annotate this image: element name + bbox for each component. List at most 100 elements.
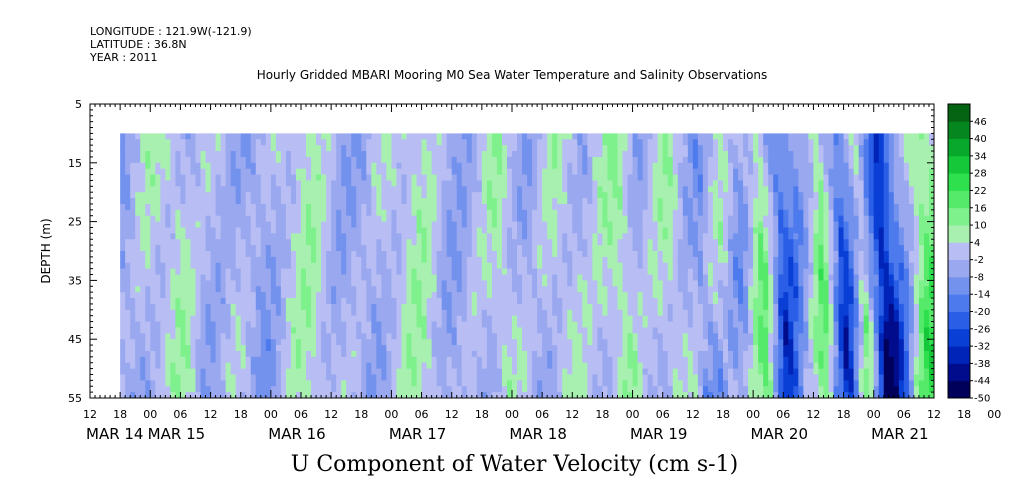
heatmap-cell: [366, 392, 372, 398]
heatmap-cell: [657, 180, 664, 187]
heatmap-cell: [527, 374, 533, 381]
heatmap-cell: [311, 356, 317, 364]
heatmap-cell: [331, 303, 337, 311]
heatmap-cell: [240, 292, 247, 299]
heatmap-cell: [567, 180, 573, 187]
heatmap-cell: [165, 168, 171, 176]
heatmap-cell: [150, 356, 156, 364]
heatmap-cell: [672, 321, 679, 329]
heatmap-cell: [522, 286, 528, 293]
heatmap-cell: [326, 268, 332, 276]
heatmap-cell: [532, 162, 538, 170]
heatmap-cell: [496, 356, 503, 364]
heatmap-cell: [501, 203, 508, 211]
heatmap-cell: [512, 327, 518, 334]
heatmap-cell: [612, 156, 619, 164]
heatmap-cell: [537, 262, 543, 270]
heatmap-cell: [597, 209, 604, 217]
heatmap-cell: [602, 256, 609, 264]
heatmap-cell: [471, 380, 478, 387]
heatmap-cell: [135, 256, 141, 264]
heatmap-cell: [371, 174, 377, 182]
heatmap-cell: [381, 280, 387, 287]
heatmap-cell: [396, 233, 403, 240]
heatmap-cell: [306, 292, 312, 299]
heatmap-cell: [607, 245, 614, 252]
heatmap-cell: [647, 380, 654, 387]
heatmap-cell: [180, 339, 187, 346]
heatmap-cell: [135, 386, 141, 393]
heatmap-cell: [280, 362, 287, 370]
heatmap-cell: [376, 386, 382, 393]
heatmap-cell: [471, 292, 478, 299]
heatmap-cell: [416, 356, 423, 364]
heatmap-cell: [552, 274, 558, 281]
heatmap-cell: [627, 350, 634, 358]
heatmap-cell: [140, 350, 146, 358]
heatmap-cell: [130, 227, 136, 234]
heatmap-cell: [667, 345, 674, 352]
heatmap-cell: [496, 386, 503, 393]
heatmap-cell: [416, 192, 423, 199]
heatmap-cell: [657, 327, 664, 334]
heatmap-cell: [165, 198, 171, 205]
heatmap-cell: [190, 256, 197, 264]
heatmap-cell: [250, 251, 257, 258]
heatmap-cell: [245, 139, 252, 146]
heatmap-cell: [552, 286, 558, 293]
heatmap-cell: [602, 198, 609, 205]
heatmap-cell: [587, 321, 593, 329]
heatmap-cell: [476, 133, 483, 140]
heatmap-cell: [607, 380, 614, 387]
heatmap-cell: [572, 339, 578, 346]
heatmap-cell: [250, 186, 257, 193]
heatmap-cell: [371, 227, 377, 234]
heatmap-cell: [572, 298, 578, 305]
heatmap-cell: [150, 327, 156, 334]
heatmap-cell: [366, 180, 372, 187]
heatmap-cell: [235, 198, 242, 205]
heatmap-cell: [180, 156, 187, 164]
heatmap-cell: [255, 133, 262, 140]
heatmap-cell: [366, 192, 372, 199]
heatmap-cell: [532, 327, 538, 334]
heatmap-cell: [672, 356, 679, 364]
heatmap-cell: [200, 209, 207, 217]
heatmap-cell: [255, 203, 262, 211]
heatmap-cell: [260, 345, 267, 352]
heatmap-cell: [361, 327, 367, 334]
heatmap-cell: [617, 345, 624, 352]
heatmap-cell: [366, 368, 372, 376]
heatmap-cell: [547, 268, 553, 276]
heatmap-cell: [240, 274, 247, 281]
heatmap-cell: [295, 233, 302, 240]
heatmap-cell: [517, 339, 523, 346]
heatmap-cell: [506, 356, 513, 364]
heatmap-cell: [265, 245, 272, 252]
heatmap-cell: [667, 151, 674, 158]
heatmap-cell: [316, 362, 322, 370]
heatmap-cell: [527, 298, 533, 305]
heatmap-cell: [557, 309, 563, 317]
heatmap-cell: [346, 168, 352, 176]
heatmap-cell: [275, 174, 282, 182]
heatmap-cell: [602, 339, 609, 346]
heatmap-cell: [381, 362, 387, 370]
heatmap-cell: [547, 133, 553, 140]
heatmap-cell: [451, 139, 458, 146]
heatmap-cell: [220, 186, 227, 193]
heatmap-cell: [506, 256, 513, 264]
heatmap-cell: [180, 203, 187, 211]
heatmap-cell: [506, 386, 513, 393]
heatmap-cell: [215, 362, 222, 370]
heatmap-cell: [411, 327, 418, 334]
heatmap-cell: [321, 198, 327, 205]
heatmap-cell: [301, 168, 307, 176]
heatmap-cell: [376, 156, 382, 164]
heatmap-cell: [180, 274, 187, 281]
heatmap-cell: [632, 286, 639, 293]
heatmap-cell: [662, 356, 669, 364]
heatmap-cell: [290, 392, 297, 398]
heatmap-cell: [346, 186, 352, 193]
heatmap-cell: [637, 221, 644, 229]
